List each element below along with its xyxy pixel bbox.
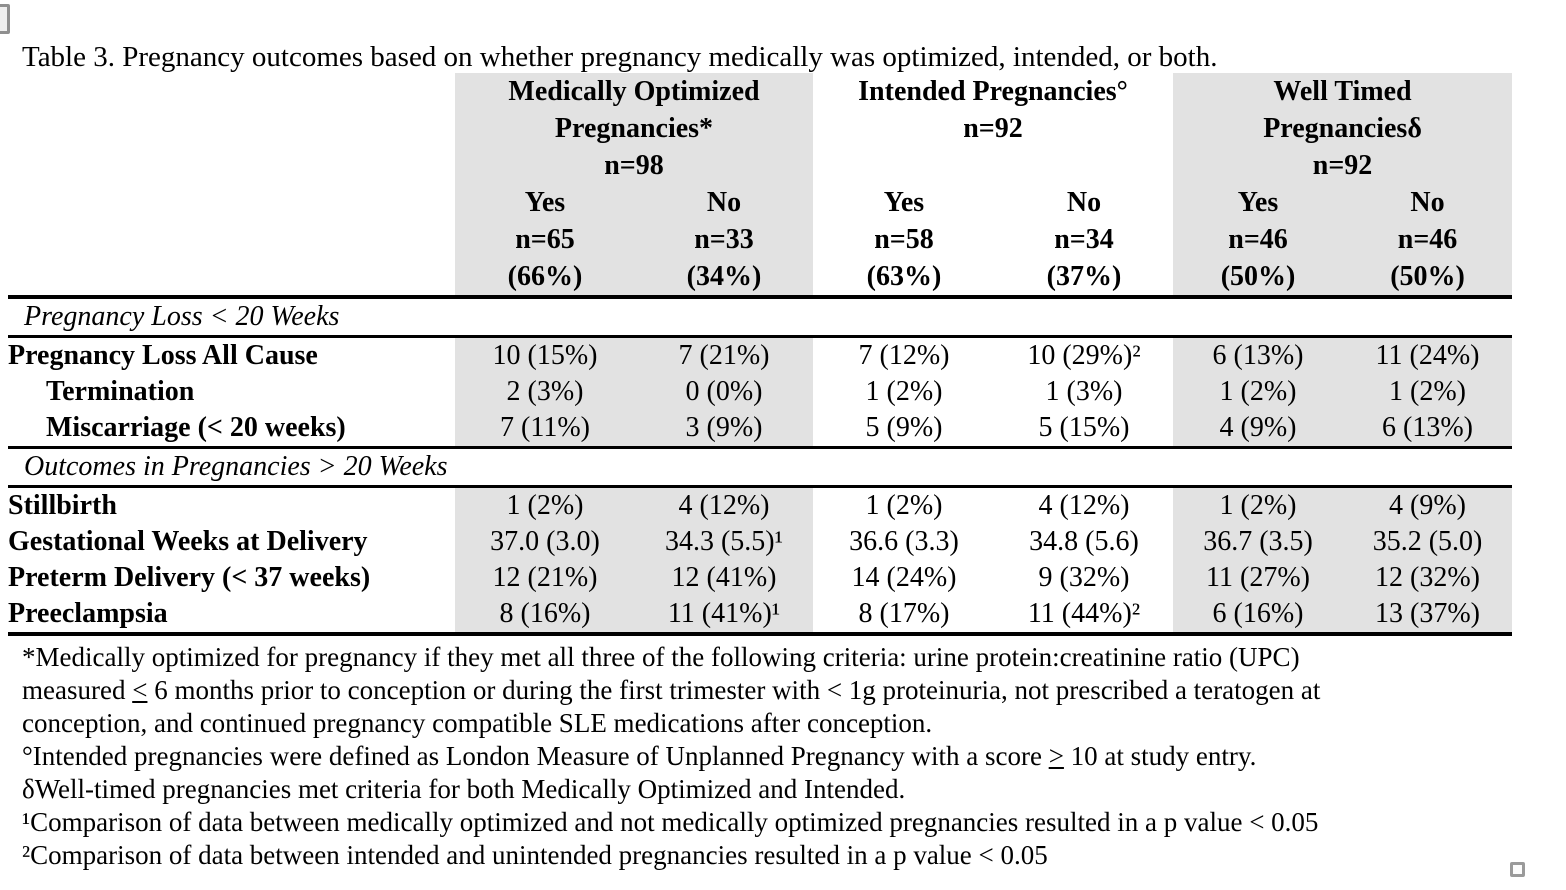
- empty-corner-cell: [8, 184, 455, 299]
- cell-value: 7 (11%): [455, 410, 635, 449]
- cell-value: 35.2 (5.0): [1343, 524, 1513, 560]
- group-medically-optimized: Medically Optimized Pregnancies* n=98: [455, 73, 813, 184]
- footnote-intended: °Intended pregnancies were defined as Lo…: [22, 741, 1257, 771]
- cell-value: 10 (29%)²: [1027, 340, 1141, 371]
- subheader-int-no: No n=34 (37%): [995, 184, 1174, 299]
- cell-value: 34.3 (5.5)¹: [635, 524, 813, 560]
- cell-value: 7 (12%): [858, 340, 950, 371]
- table-row: Preterm Delivery (< 37 weeks) 12 (21%) 1…: [8, 560, 1513, 596]
- cell-value: 1 (3%): [1045, 376, 1123, 407]
- section-header-row: Outcomes in Pregnancies > 20 Weeks: [8, 447, 1513, 488]
- footnote-medically-optimized-line1: *Medically optimized for pregnancy if th…: [22, 642, 1300, 672]
- cell-value: 36.6 (3.3): [849, 526, 959, 557]
- group-header-row: Medically Optimized Pregnancies* n=98 In…: [8, 73, 1513, 184]
- group-n-label: n=92: [963, 113, 1023, 144]
- table-row: Preeclampsia 8 (16%) 11 (41%)¹ 8 (17%) 1…: [8, 596, 1513, 636]
- cell-value: 4 (12%): [635, 486, 813, 524]
- group-title-line: Pregnanciesδ: [1263, 113, 1422, 144]
- footnote-well-timed: δWell-timed pregnancies met criteria for…: [22, 774, 906, 804]
- cell-value: 13 (37%): [1343, 596, 1513, 636]
- subheader-mo-no: No n=33 (34%): [635, 184, 813, 299]
- subheader-wt-no: No n=46 (50%): [1343, 184, 1513, 299]
- cell-value: 37.0 (3.0): [455, 524, 635, 560]
- cell-value: 9 (32%): [1038, 562, 1130, 593]
- cell-value: 6 (16%): [1173, 596, 1344, 636]
- group-title-line: Medically Optimized: [508, 76, 760, 107]
- group-well-timed: Well Timed Pregnanciesδ n=92: [1173, 73, 1513, 184]
- cell-value: 1 (2%): [1173, 374, 1344, 410]
- cell-value: 36.7 (3.5): [1173, 524, 1344, 560]
- cell-value: 12 (41%): [635, 560, 813, 596]
- section-header: Outcomes in Pregnancies > 20 Weeks: [8, 447, 1513, 488]
- row-label: Termination: [46, 376, 195, 407]
- row-label: Stillbirth: [8, 490, 117, 521]
- cell-value: 6 (13%): [1173, 336, 1344, 374]
- cell-value: 3 (9%): [635, 410, 813, 449]
- cell-value: 11 (41%)¹: [635, 596, 813, 636]
- row-label: Gestational Weeks at Delivery: [8, 526, 368, 557]
- group-title-line: Intended Pregnancies°: [858, 76, 1128, 107]
- section-header: Pregnancy Loss < 20 Weeks: [8, 297, 1513, 338]
- cell-value: 8 (17%): [813, 596, 995, 636]
- table-move-handle-icon[interactable]: [0, 4, 10, 34]
- outcomes-table-wrapper: Medically Optimized Pregnancies* n=98 In…: [8, 73, 1513, 636]
- cell-value: 6 (13%): [1343, 410, 1513, 449]
- cell-value: 10 (15%): [455, 336, 635, 374]
- cell-value: 0 (0%): [635, 374, 813, 410]
- cell-value: 34.8 (5.6): [1029, 526, 1139, 557]
- cell-value: 1 (2%): [1343, 374, 1513, 410]
- subheader-wt-yes: Yes n=46 (50%): [1173, 184, 1344, 299]
- cell-value: 1 (2%): [865, 490, 943, 521]
- row-label: Miscarriage (< 20 weeks): [8, 410, 455, 449]
- footnotes: *Medically optimized for pregnancy if th…: [22, 641, 1320, 872]
- empty-corner-cell: [8, 73, 455, 184]
- cell-value: 1 (2%): [1173, 486, 1344, 524]
- footnote-medically-optimized-line3: conception, and continued pregnancy comp…: [22, 708, 933, 738]
- row-label: Preterm Delivery (< 37 weeks): [8, 562, 371, 593]
- subheader-mo-yes: Yes n=65 (66%): [455, 184, 635, 299]
- cell-value: 4 (9%): [1173, 410, 1344, 449]
- section-header-row: Pregnancy Loss < 20 Weeks: [8, 297, 1513, 338]
- group-n-label: n=92: [1312, 150, 1373, 181]
- outcomes-table: Medically Optimized Pregnancies* n=98 In…: [8, 73, 1513, 636]
- cell-value: 8 (16%): [455, 596, 635, 636]
- sub-header-row: Yes n=65 (66%) No n=33 (34%) Yes n=58 (6…: [8, 184, 1513, 299]
- table-row: Miscarriage (< 20 weeks) 7 (11%) 3 (9%) …: [8, 410, 1513, 449]
- group-intended: Intended Pregnancies° n=92: [813, 73, 1173, 184]
- cell-value: 12 (21%): [455, 560, 635, 596]
- cell-value: 11 (27%): [1173, 560, 1344, 596]
- footnote-pvalue-1: ¹Comparison of data between medically op…: [22, 807, 1319, 837]
- cell-value: 7 (21%): [635, 336, 813, 374]
- footnote-pvalue-2: ²Comparison of data between intended and…: [22, 840, 1048, 870]
- table-row: Termination 2 (3%) 0 (0%) 1 (2%) 1 (3%) …: [8, 374, 1513, 410]
- row-label: Preeclampsia: [8, 596, 455, 636]
- cell-value: 5 (9%): [813, 410, 995, 449]
- table-caption: Table 3. Pregnancy outcomes based on whe…: [22, 41, 1218, 73]
- group-title-line: Well Timed: [1273, 76, 1412, 107]
- cell-value: 1 (2%): [865, 376, 943, 407]
- table-row: Gestational Weeks at Delivery 37.0 (3.0)…: [8, 524, 1513, 560]
- cell-value: 2 (3%): [455, 374, 635, 410]
- cell-value: 12 (32%): [1343, 560, 1513, 596]
- footnote-medically-optimized-line2: measured < 6 months prior to conception …: [22, 675, 1321, 705]
- table-row: Pregnancy Loss All Cause 10 (15%) 7 (21%…: [8, 336, 1513, 374]
- cell-value: 5 (15%): [995, 410, 1174, 449]
- cell-value: 4 (12%): [1038, 490, 1130, 521]
- cell-value: 11 (44%)²: [995, 596, 1174, 636]
- group-title-line: Pregnancies*: [554, 113, 714, 144]
- cell-value: 14 (24%): [851, 562, 957, 593]
- gte-symbol: >: [1048, 741, 1064, 771]
- group-n-label: n=98: [604, 150, 664, 181]
- lte-symbol: <: [132, 675, 148, 705]
- row-label: Pregnancy Loss All Cause: [8, 340, 318, 371]
- table-row: Stillbirth 1 (2%) 4 (12%) 1 (2%) 4 (12%)…: [8, 486, 1513, 524]
- subheader-int-yes: Yes n=58 (63%): [813, 184, 995, 299]
- cell-value: 4 (9%): [1343, 486, 1513, 524]
- cell-value: 11 (24%): [1343, 336, 1513, 374]
- resize-handle-icon[interactable]: [1510, 862, 1525, 877]
- cell-value: 1 (2%): [455, 486, 635, 524]
